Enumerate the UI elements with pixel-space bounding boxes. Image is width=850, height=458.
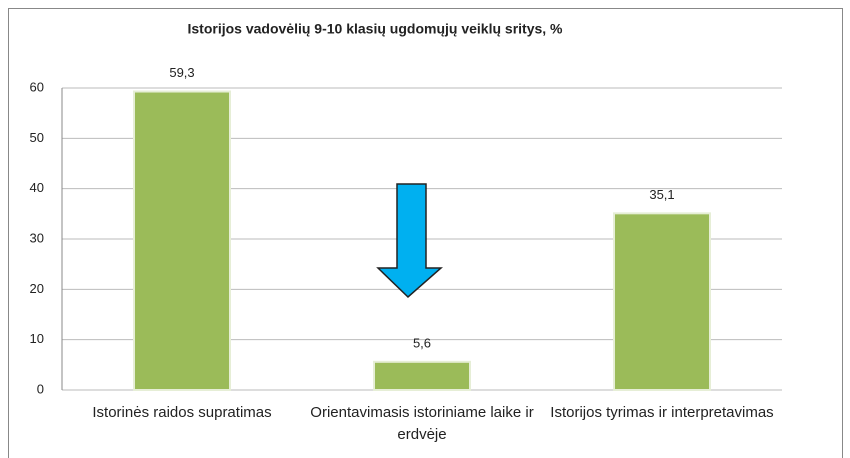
y-tick-label: 0 (37, 381, 44, 396)
x-tick-label: Istorinės raidos supratimas (92, 404, 272, 421)
y-tick-label: 40 (30, 180, 44, 195)
bar (133, 90, 231, 391)
chart-title: Istorijos vadovėlių 9-10 klasių ugdomųjų… (187, 21, 563, 37)
y-tick-label: 60 (30, 79, 44, 94)
y-tick-label: 20 (30, 281, 44, 296)
y-tick-label: 50 (30, 130, 44, 145)
data-label: 59,3 (169, 65, 194, 80)
x-tick-label: Istorijos tyrimas ir interpretavimas (550, 404, 774, 421)
data-label: 5,6 (413, 335, 431, 350)
bar (613, 212, 711, 391)
x-tick-label: Orientavimasis istoriniame laike ir erdv… (310, 404, 534, 443)
y-tick-label: 30 (30, 230, 44, 245)
chart-border (8, 8, 843, 458)
data-label: 35,1 (649, 187, 674, 202)
y-tick-label: 10 (30, 331, 44, 346)
arrow (376, 183, 443, 299)
bar (373, 360, 471, 391)
